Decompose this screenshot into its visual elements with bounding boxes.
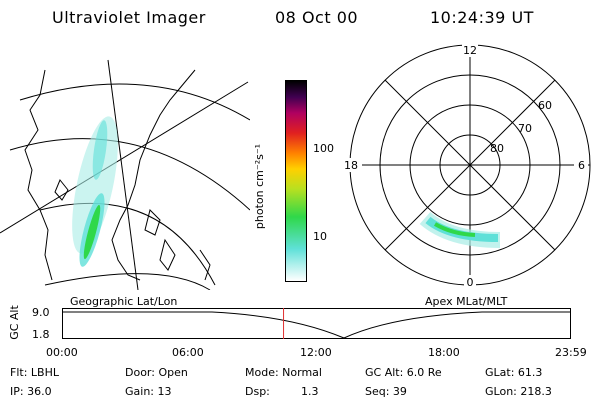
colorbar-tick-10: 10: [313, 230, 327, 243]
lat-label-70: 70: [518, 122, 532, 135]
geographic-map: [0, 59, 250, 290]
lat-label-60: 60: [538, 99, 552, 112]
lat-arc: [19, 83, 250, 121]
left-panel-label: Geographic Lat/Lon: [70, 295, 178, 308]
altitude-plot: [62, 308, 571, 339]
coastline: [159, 238, 176, 271]
seq-info: Seq: 39: [365, 385, 407, 398]
door-info: Door: Open: [125, 366, 188, 379]
mode-info: Mode: Normal: [245, 366, 322, 379]
altitude-xtick-1200: 12:00: [300, 346, 332, 359]
coastline: [24, 69, 53, 281]
glat-info: GLat: 61.3: [485, 366, 543, 379]
altitude-curve: [62, 311, 571, 339]
time-label: 10:24:39 UT: [430, 8, 534, 27]
lat-arc: [9, 138, 250, 211]
polar-aurora: [419, 211, 501, 248]
mlt-label-12: 12: [463, 44, 477, 57]
altitude-xtick-0600: 06:00: [172, 346, 204, 359]
dsp-value: 1.3: [301, 385, 319, 398]
coastline: [54, 179, 69, 201]
glon-info: GLon: 218.3: [485, 385, 552, 398]
lat-arc: [44, 273, 211, 290]
aurora-emission: [72, 116, 118, 267]
meridian-line: [0, 81, 249, 234]
mlt-label-0: 0: [467, 276, 474, 289]
lat-label-80: 80: [490, 142, 504, 155]
altitude-xtick-1800: 18:00: [428, 346, 460, 359]
coastline: [144, 209, 161, 236]
mlt-label-6: 6: [578, 159, 585, 172]
gc-alt-info: GC Alt: 6.0 Re: [365, 366, 442, 379]
colorbar-unit-label: photon cm⁻²s⁻¹: [253, 143, 267, 230]
altitude-ytick-9: 9.0: [32, 306, 50, 319]
ip-info: IP: 36.0: [10, 385, 52, 398]
colorbar-tick-100: 100: [313, 142, 334, 155]
altitude-ytick-1-8: 1.8: [32, 328, 50, 341]
gain-info: Gain: 13: [125, 385, 172, 398]
mlt-label-18: 18: [344, 159, 358, 172]
meridian-line: [107, 59, 139, 290]
altitude-xtick-2359: 23:59: [555, 346, 587, 359]
coastline: [111, 69, 196, 281]
date-label: 08 Oct 00: [275, 8, 359, 27]
lat-arc: [39, 202, 216, 286]
colorbar: [285, 80, 307, 282]
altitude-xtick-0000: 00:00: [46, 346, 78, 359]
polar-plot: 12 18 6 0 60 70 80: [340, 43, 591, 289]
coastline: [199, 249, 211, 281]
right-panel-label: Apex MLat/MLT: [425, 295, 508, 308]
filter-info: Flt: LBHL: [10, 366, 59, 379]
mlt-line: [384, 79, 556, 251]
instrument-title: Ultraviolet Imager: [52, 8, 206, 27]
altitude-ylabel: GC Alt: [7, 305, 21, 340]
dsp-label: Dsp:: [245, 385, 270, 398]
